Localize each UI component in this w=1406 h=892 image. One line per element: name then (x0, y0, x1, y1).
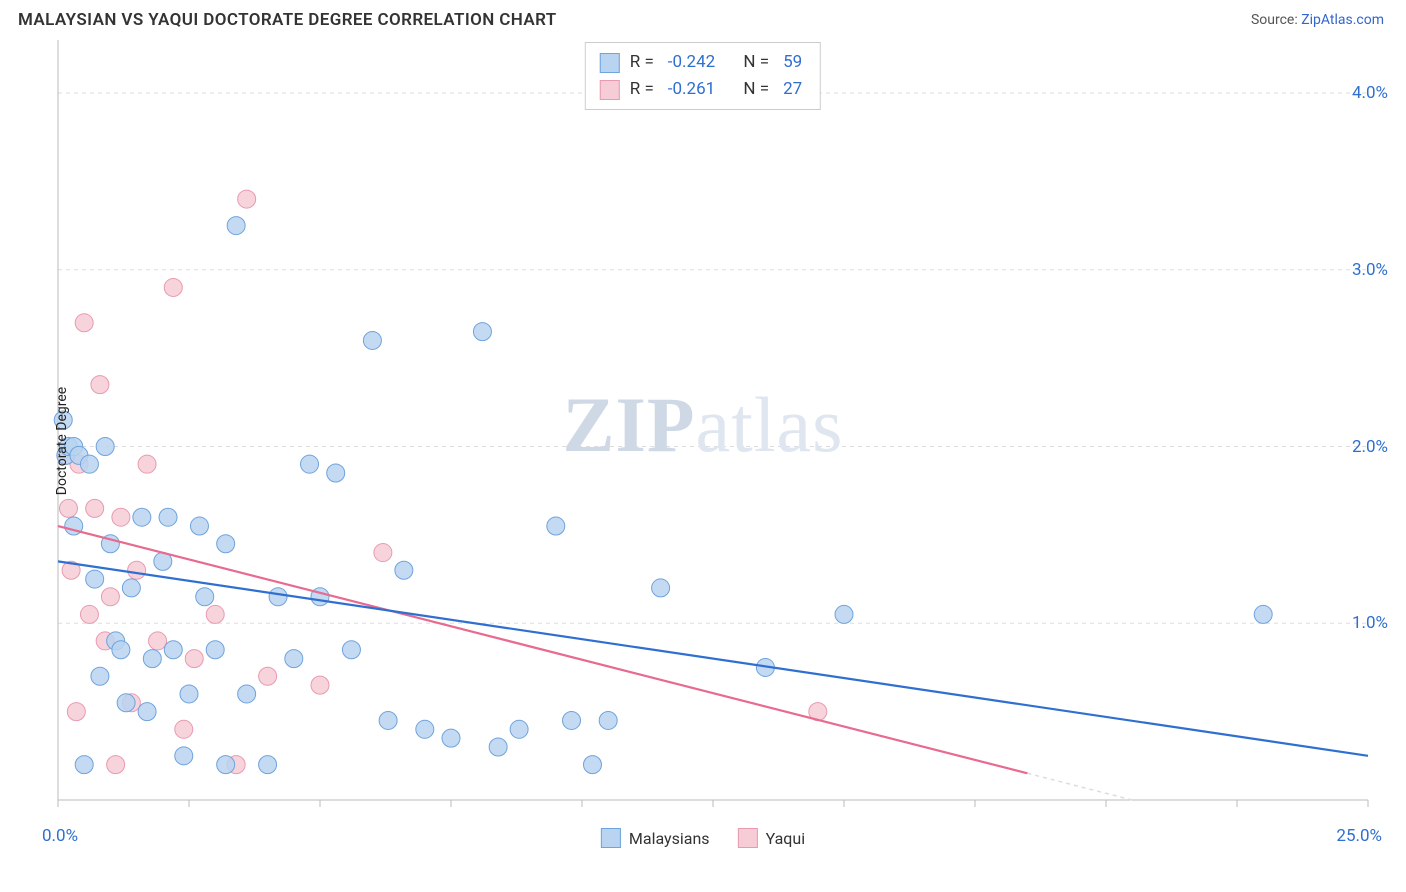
chart-container: Doctorate Degree ZIPatlas R = -0.242 N =… (18, 36, 1388, 846)
legend-label-malaysians: Malaysians (629, 829, 710, 848)
legend-swatch-malaysians (601, 828, 621, 848)
y-tick-label: 1.0% (1352, 613, 1388, 633)
y-tick-label: 2.0% (1352, 437, 1388, 457)
header: MALAYSIAN VS YAQUI DOCTORATE DEGREE CORR… (0, 0, 1406, 36)
legend-item-yaqui: Yaqui (738, 828, 806, 848)
x-axis-min-label: 0.0% (42, 826, 78, 846)
r-label: R = (630, 76, 654, 103)
y-axis-label: Doctorate Degree (54, 387, 70, 495)
stats-legend-box: R = -0.242 N = 59 R = -0.261 N = 27 (585, 42, 821, 110)
y-tick-label: 3.0% (1352, 260, 1388, 280)
stats-row-yaqui: R = -0.261 N = 27 (600, 76, 806, 103)
n-label: N = (743, 49, 769, 76)
legend-label-yaqui: Yaqui (766, 829, 806, 848)
n-value-malaysians: 59 (779, 49, 806, 76)
x-axis-max-label: 25.0% (1336, 826, 1382, 846)
swatch-yaqui (600, 80, 620, 100)
r-value-yaqui: -0.261 (664, 76, 719, 103)
n-value-yaqui: 27 (779, 76, 806, 103)
source-attribution: Source: ZipAtlas.com (1251, 12, 1384, 28)
scatter-chart (18, 36, 1388, 846)
source-link[interactable]: ZipAtlas.com (1301, 12, 1384, 28)
r-label: R = (630, 49, 654, 76)
legend-item-malaysians: Malaysians (601, 828, 710, 848)
y-tick-label: 4.0% (1352, 83, 1388, 103)
bottom-legend: Malaysians Yaqui (601, 828, 805, 848)
n-label: N = (743, 76, 769, 103)
legend-swatch-yaqui (738, 828, 758, 848)
r-value-malaysians: -0.242 (664, 49, 719, 76)
chart-title: MALAYSIAN VS YAQUI DOCTORATE DEGREE CORR… (18, 10, 557, 30)
source-prefix: Source: (1251, 12, 1301, 28)
stats-row-malaysians: R = -0.242 N = 59 (600, 49, 806, 76)
swatch-malaysians (600, 53, 620, 73)
